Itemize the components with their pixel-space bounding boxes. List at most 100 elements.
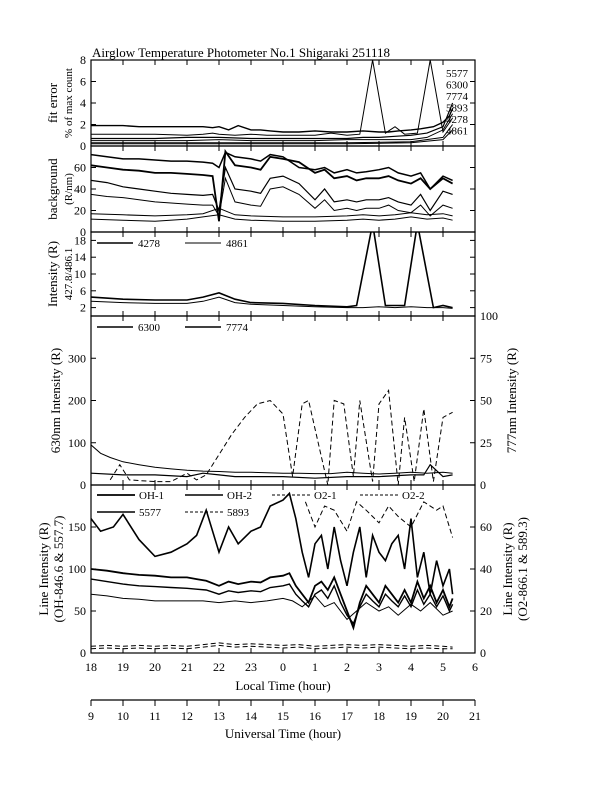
y-tick-label: 0: [80, 478, 86, 492]
series-OH-2: [91, 578, 454, 626]
series-5893: [91, 113, 454, 142]
y-axis-label-2: 427.8/486.1: [63, 248, 75, 301]
y-tick-label: 6: [80, 75, 86, 89]
series-OH-1: [91, 568, 454, 631]
ut-axis-label: Universal Time (hour): [225, 726, 341, 741]
y-axis-label-left: 630nm Intensity (R): [48, 348, 63, 453]
legend-label-7774: 7774: [226, 322, 249, 334]
x-tick-label: 4: [408, 660, 414, 674]
ut-tick-label: 17: [341, 709, 353, 723]
panel-background: 0 20 40 60 background (R/nm): [45, 145, 476, 239]
legend-label-6300: 6300: [138, 322, 161, 334]
ut-tick-label: 11: [149, 709, 161, 723]
y-tick-label: 2: [80, 118, 86, 132]
y-tick-label: 6: [80, 284, 86, 298]
y-tick-label: 0: [80, 139, 86, 153]
x-tick-label: 1: [312, 660, 318, 674]
y-axis-label-2: % of max count: [63, 68, 75, 138]
y-right-tick-label: 75: [480, 351, 492, 365]
chart-title: Airglow Temperature Photometer No.1 Shig…: [92, 45, 390, 60]
legend-label-5577: 5577: [139, 507, 162, 519]
y-axis-label: Intensity (R): [45, 241, 60, 307]
legend-label-OH-1: OH-1: [139, 490, 164, 502]
x-tick-label: 6: [472, 660, 478, 674]
ut-tick-label: 12: [181, 709, 193, 723]
x-tick-label: 23: [245, 660, 257, 674]
y-tick-label: 60: [74, 161, 86, 175]
series-7774: [91, 102, 454, 140]
x-tick-label: 2: [344, 660, 350, 674]
series-group: [91, 491, 454, 650]
y-tick-label: 2: [80, 301, 86, 315]
series-4278: [91, 232, 453, 309]
ut-tick-label: 19: [405, 709, 417, 723]
x-tick-label: 22: [213, 660, 225, 674]
y-axis-label-left-2: (OH-846.6 & 557.7): [51, 516, 66, 623]
legend-label-5893: 5893: [227, 507, 250, 519]
legend-label-5577: 5577: [446, 68, 469, 80]
series-5577: [91, 491, 454, 595]
x-tick-label: 18: [85, 660, 97, 674]
series-bg5: [91, 207, 453, 218]
y-right-tick-label: 60: [480, 520, 492, 534]
y-tick-label: 14: [74, 250, 86, 264]
y-tick-label: 10: [74, 267, 86, 281]
series-group: [91, 60, 454, 145]
series-O2-2: [91, 644, 453, 650]
series-group: [91, 148, 454, 222]
x-tick-label: 21: [181, 660, 193, 674]
ut-tick-label: 21: [469, 709, 481, 723]
y-right-tick-label: 25: [480, 436, 492, 450]
y-axis-label-left: Line Intensity (R): [36, 522, 51, 615]
series-6300: [91, 60, 454, 136]
legend-label-O2-1: O2-1: [314, 490, 337, 502]
series-7774-dashed: [109, 389, 453, 485]
y-tick-label: 40: [74, 182, 86, 196]
legend-label-O2-2: O2-2: [402, 490, 425, 502]
series-bg3: [91, 165, 453, 213]
ut-tick-label: 13: [213, 709, 225, 723]
legend-label-4278: 4278: [138, 238, 161, 250]
y-right-tick-label: 20: [480, 604, 492, 618]
y-right-tick-label: 0: [480, 478, 486, 492]
series-5577: [91, 108, 454, 133]
x-axis-label: Local Time (hour): [235, 678, 330, 693]
series-4278: [91, 124, 454, 144]
y-tick-label: 100: [68, 562, 86, 576]
series-bg1: [91, 148, 454, 222]
series-group: [91, 232, 453, 309]
y-axis-label-right: Line Intensity (R): [500, 522, 515, 615]
legend-label-5893: 5893: [446, 103, 469, 115]
y-tick-label: 0: [80, 225, 86, 239]
x-tick-label: 19: [117, 660, 129, 674]
y-tick-label: 4: [80, 96, 86, 110]
y-right-tick-label: 50: [480, 394, 492, 408]
y-tick-label: 8: [80, 53, 86, 67]
ut-tick-label: 14: [245, 709, 257, 723]
legend-label-7774: 7774: [446, 91, 469, 103]
legend-label-4278: 4278: [446, 114, 469, 126]
x-tick-label: 20: [149, 660, 161, 674]
ut-tick-label: 18: [373, 709, 385, 723]
ut-tick-label: 20: [437, 709, 449, 723]
series-O2-x: [91, 593, 453, 621]
panel-red-line: 0 100 200 300 0 25 50 75 100 630nm Intensity (R) 7…: [48, 309, 519, 492]
y-tick-label: 18: [74, 233, 86, 247]
y-axis-label-2: (R/nm): [63, 173, 75, 205]
series-group: [91, 389, 453, 485]
ut-tick-label: 15: [277, 709, 289, 723]
y-tick-label: 50: [74, 604, 86, 618]
ut-tick-label: 16: [309, 709, 321, 723]
panel-intensity-blue: 2 6 10 14 18 Intensity (R) 427.8/486.1 4278 4861: [45, 231, 476, 317]
y-right-tick-label: 40: [480, 562, 492, 576]
y-axis-label-right: 777nm Intensity (R): [504, 348, 519, 453]
y-tick-label: 20: [74, 204, 86, 218]
y-right-tick-label: 0: [480, 646, 486, 660]
series-O2-1: [91, 642, 453, 648]
series-bg6: [91, 214, 453, 222]
panel-fit-error: 0 2 4 6 8 fit error% of max count 557763007774…: [45, 53, 476, 153]
series-5893: [304, 500, 454, 538]
